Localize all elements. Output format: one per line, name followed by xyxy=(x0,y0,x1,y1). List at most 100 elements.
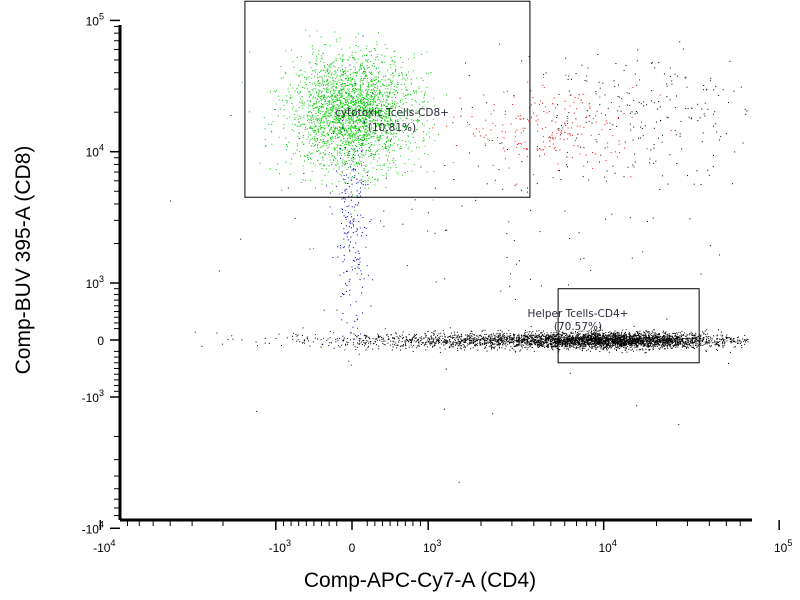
event-dot xyxy=(724,341,726,343)
event-dot xyxy=(354,139,355,141)
event-dot xyxy=(402,93,404,95)
event-dot xyxy=(328,114,330,116)
event-dot xyxy=(381,54,383,56)
event-dot xyxy=(424,333,426,335)
event-dot xyxy=(309,96,311,98)
event-dot xyxy=(405,110,406,112)
event-dot xyxy=(351,83,353,85)
event-dot xyxy=(362,144,363,146)
event-dot xyxy=(682,341,684,343)
event-dot xyxy=(423,100,425,102)
event-dot xyxy=(434,105,436,107)
event-dot xyxy=(337,115,339,117)
event-dot xyxy=(428,73,430,75)
event-dot xyxy=(317,128,319,130)
event-dot xyxy=(286,95,288,97)
event-dot xyxy=(532,174,534,176)
event-dot xyxy=(408,109,410,111)
event-dot xyxy=(351,159,353,161)
event-dot xyxy=(384,130,386,132)
event-dot xyxy=(385,124,386,126)
event-dot xyxy=(373,133,375,135)
event-dot xyxy=(387,69,389,71)
event-dot xyxy=(390,133,392,135)
event-dot xyxy=(387,117,389,119)
event-dot xyxy=(323,122,325,124)
event-dot xyxy=(306,114,308,116)
event-dot xyxy=(349,294,351,296)
event-dot xyxy=(336,97,338,99)
event-dot xyxy=(353,101,355,102)
event-dot xyxy=(333,121,334,123)
event-dot xyxy=(512,338,514,340)
event-dot xyxy=(342,293,344,294)
event-dot xyxy=(686,347,688,349)
event-dot xyxy=(399,57,401,59)
event-dot xyxy=(563,341,565,343)
event-dot xyxy=(318,96,320,98)
event-dot xyxy=(324,112,326,114)
event-dot xyxy=(330,96,332,97)
event-dot xyxy=(347,114,349,116)
event-dot xyxy=(450,345,452,347)
event-dot xyxy=(336,99,338,101)
event-dot xyxy=(390,67,392,69)
event-dot xyxy=(461,341,463,342)
event-dot xyxy=(469,339,471,341)
event-dot xyxy=(369,150,371,152)
event-dot xyxy=(404,78,406,80)
event-dot xyxy=(449,335,451,337)
event-dot xyxy=(369,120,371,121)
event-dot xyxy=(321,141,323,143)
event-dot xyxy=(539,343,541,345)
event-dot xyxy=(389,145,391,147)
event-dot xyxy=(676,338,678,340)
event-dot xyxy=(345,161,347,162)
event-dot xyxy=(273,90,275,92)
event-dot xyxy=(340,130,341,132)
event-dot xyxy=(467,338,469,340)
event-dot xyxy=(542,128,543,130)
event-dot xyxy=(574,331,576,333)
event-dot xyxy=(593,338,595,340)
event-dot xyxy=(362,286,364,288)
event-dot xyxy=(317,138,319,140)
event-dot xyxy=(308,111,310,113)
event-dot xyxy=(326,107,328,109)
event-dot xyxy=(435,336,437,338)
event-dot xyxy=(494,336,496,338)
event-dot xyxy=(385,85,387,87)
event-dot xyxy=(333,347,335,349)
event-dot xyxy=(333,168,335,170)
event-dot xyxy=(425,349,427,351)
event-dot xyxy=(531,344,533,346)
event-dot xyxy=(420,53,422,55)
event-dot xyxy=(558,343,560,345)
event-dot xyxy=(620,346,622,348)
event-dot xyxy=(350,364,352,366)
event-dot xyxy=(346,174,348,176)
event-dot xyxy=(384,127,386,129)
event-dot xyxy=(360,131,362,133)
event-dot xyxy=(355,144,357,146)
event-dot xyxy=(329,76,331,78)
event-dot xyxy=(325,91,327,93)
event-dot xyxy=(438,133,439,135)
event-dot xyxy=(361,156,363,158)
event-dot xyxy=(342,159,344,161)
event-dot xyxy=(375,127,377,129)
event-dot xyxy=(349,129,351,131)
event-dot xyxy=(292,335,293,337)
event-dot xyxy=(305,79,307,81)
event-dot xyxy=(377,93,379,95)
event-dot xyxy=(383,163,385,165)
event-dot xyxy=(341,165,343,167)
event-dot xyxy=(349,105,351,107)
event-dot xyxy=(361,82,363,84)
event-dot xyxy=(432,119,434,121)
event-dot xyxy=(447,341,449,343)
event-dot xyxy=(430,72,432,74)
event-dot xyxy=(389,103,391,105)
event-dot xyxy=(330,112,332,114)
event-dot xyxy=(344,190,346,192)
